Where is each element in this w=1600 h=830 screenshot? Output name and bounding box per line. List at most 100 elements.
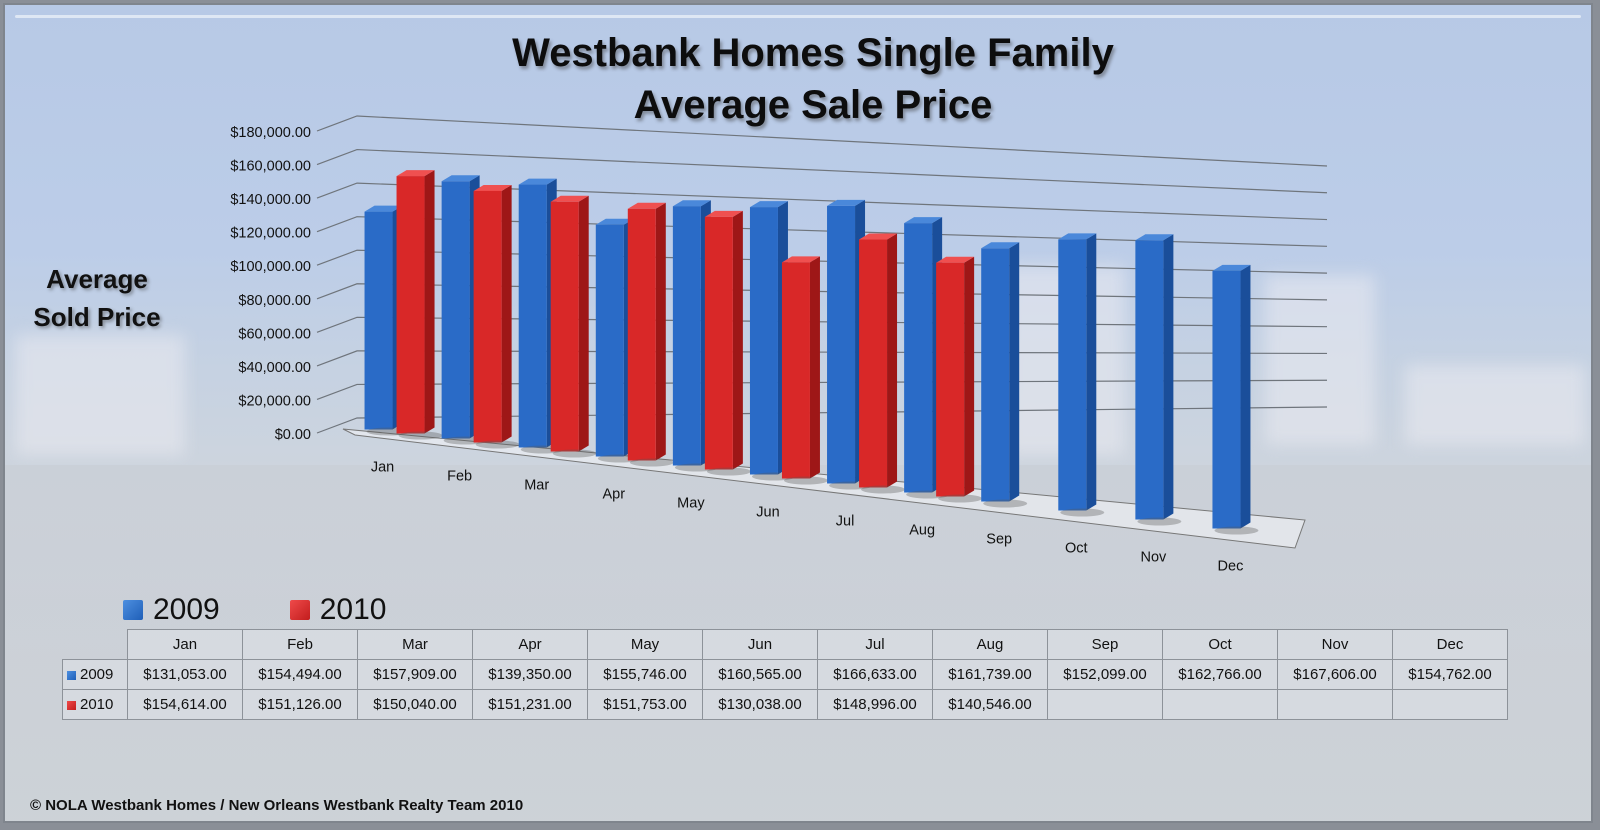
row-header: 2009	[62, 659, 128, 690]
y-tick-label: $80,000.00	[238, 293, 311, 309]
background-building	[15, 335, 185, 455]
y-axis-title-line1: Average	[46, 264, 148, 294]
y-tick-label: $120,000.00	[230, 226, 311, 242]
table-cell: $160,565.00	[702, 659, 818, 690]
chart-title-line2: Average Sale Price	[633, 83, 993, 127]
row-label: 2010	[80, 696, 114, 713]
bar-chart-3d: $0.00 $20,000.00 $40,000.00 $60,000.00 $80,0…	[230, 115, 1328, 575]
legend-swatch-icon	[289, 600, 310, 620]
table-cell	[1162, 689, 1278, 720]
background-building	[1265, 275, 1375, 445]
chart-title-line1: Westbank Homes Single Family	[512, 31, 1114, 75]
y-tick-label: $180,000.00	[230, 125, 311, 141]
column-header: May	[587, 629, 703, 660]
legend-swatch-icon	[123, 600, 143, 620]
series-swatch-icon	[67, 670, 76, 680]
table-cell: $154,494.00	[242, 659, 358, 690]
table-cell: $152,099.00	[1047, 659, 1163, 690]
table-cell	[1392, 689, 1508, 720]
copyright-footer: © NOLA Westbank Homes / New Orleans West…	[30, 797, 524, 814]
y-tick-label: $60,000.00	[238, 326, 311, 342]
table-cell: $155,746.00	[587, 659, 703, 690]
legend: 2009 2010	[123, 593, 387, 627]
legend-label: 2010	[319, 593, 387, 626]
series-swatch-icon	[67, 700, 76, 710]
table-cell: $151,231.00	[472, 689, 588, 720]
bar-2009-feb	[441, 175, 488, 445]
x-tick-label: Oct	[1065, 541, 1088, 557]
column-header: Apr	[472, 629, 588, 660]
column-header: Mar	[357, 629, 473, 660]
table-cell	[1277, 689, 1393, 720]
column-header: Jun	[702, 629, 818, 660]
table-cell: $131,053.00	[127, 659, 243, 690]
bar-2010-aug	[936, 256, 983, 503]
table-row-2010: 2010 $154,614.00 $151,126.00 $150,040.00…	[62, 689, 1508, 720]
x-tick-label: Jan	[371, 460, 394, 476]
y-tick-label: $20,000.00	[238, 393, 311, 409]
bar-2009-nov	[1135, 234, 1182, 526]
table-cell: $151,126.00	[242, 689, 358, 720]
table-cell: $130,038.00	[702, 689, 818, 720]
bar-2010-mar	[550, 195, 597, 458]
x-tick-label: Mar	[524, 478, 549, 494]
data-table: Jan Feb Mar Apr May Jun Jul Aug Sep Oct …	[62, 629, 1508, 720]
chart-slide: $0.00 $20,000.00 $40,000.00 $60,000.00 $80,0…	[3, 3, 1593, 823]
table-cell: $162,766.00	[1162, 659, 1278, 690]
bar-2010-feb	[473, 184, 520, 449]
legend-item-2010: 2010	[289, 593, 387, 627]
y-tick-label: $140,000.00	[230, 192, 311, 208]
y-axis-title-line2: Sold Price	[33, 302, 161, 332]
table-row-2009: 2009 $131,053.00 $154,494.00 $157,909.00…	[62, 659, 1508, 690]
table-cell: $139,350.00	[472, 659, 588, 690]
bar-2010-jan	[396, 170, 443, 440]
column-header: Nov	[1277, 629, 1393, 660]
table-cell: $154,762.00	[1392, 659, 1508, 690]
y-axis-title: Average Sold Price	[17, 260, 177, 336]
x-tick-label: Aug	[909, 523, 935, 539]
background-building	[1405, 365, 1585, 445]
x-tick-label: Jul	[836, 514, 855, 530]
table-cell	[1047, 689, 1163, 720]
table-cell: $161,739.00	[932, 659, 1048, 690]
x-tick-label: Dec	[1218, 559, 1244, 575]
column-header: Oct	[1162, 629, 1278, 660]
row-header: 2010	[62, 689, 128, 720]
bar-2010-apr	[627, 202, 674, 467]
legend-label: 2009	[153, 593, 220, 626]
x-tick-label: Apr	[603, 487, 626, 503]
bar-2010-jun	[781, 256, 828, 485]
table-cell: $154,614.00	[127, 689, 243, 720]
table-cell: $167,606.00	[1277, 659, 1393, 690]
column-header: Jan	[127, 629, 243, 660]
table-cell: $148,996.00	[817, 689, 933, 720]
data-table-header-row: Jan Feb Mar Apr May Jun Jul Aug Sep Oct …	[63, 629, 1508, 660]
y-tick-label: $40,000.00	[238, 360, 311, 376]
bar-2009-sep	[981, 242, 1028, 508]
legend-item-2009: 2009	[123, 593, 220, 627]
bar-2009-dec	[1212, 264, 1259, 535]
table-cell: $157,909.00	[357, 659, 473, 690]
column-header: Feb	[242, 629, 358, 660]
x-tick-label: Feb	[447, 469, 472, 485]
x-tick-label: Nov	[1140, 550, 1167, 566]
data-table-corner	[63, 630, 128, 660]
table-cell: $151,753.00	[587, 689, 703, 720]
table-cell: $166,633.00	[817, 659, 933, 690]
x-tick-label: Jun	[756, 505, 779, 521]
y-tick-label: $160,000.00	[230, 159, 311, 175]
column-header: Aug	[932, 629, 1048, 660]
column-header: Sep	[1047, 629, 1163, 660]
column-header: Jul	[817, 629, 933, 660]
chart-title: Westbank Homes Single Family Average Sal…	[5, 27, 1591, 131]
gridlines: $0.00 $20,000.00 $40,000.00 $60,000.00 $80,0…	[230, 115, 1328, 443]
bar-2009-oct	[1058, 233, 1105, 517]
column-header: Dec	[1392, 629, 1508, 660]
bar-2010-jul	[859, 233, 906, 494]
x-tick-label: May	[677, 496, 705, 512]
y-tick-label: $0.00	[275, 427, 311, 443]
row-label: 2009	[80, 666, 114, 683]
bar-2010-may	[704, 210, 751, 476]
y-tick-label: $100,000.00	[230, 259, 311, 275]
table-cell: $150,040.00	[357, 689, 473, 720]
